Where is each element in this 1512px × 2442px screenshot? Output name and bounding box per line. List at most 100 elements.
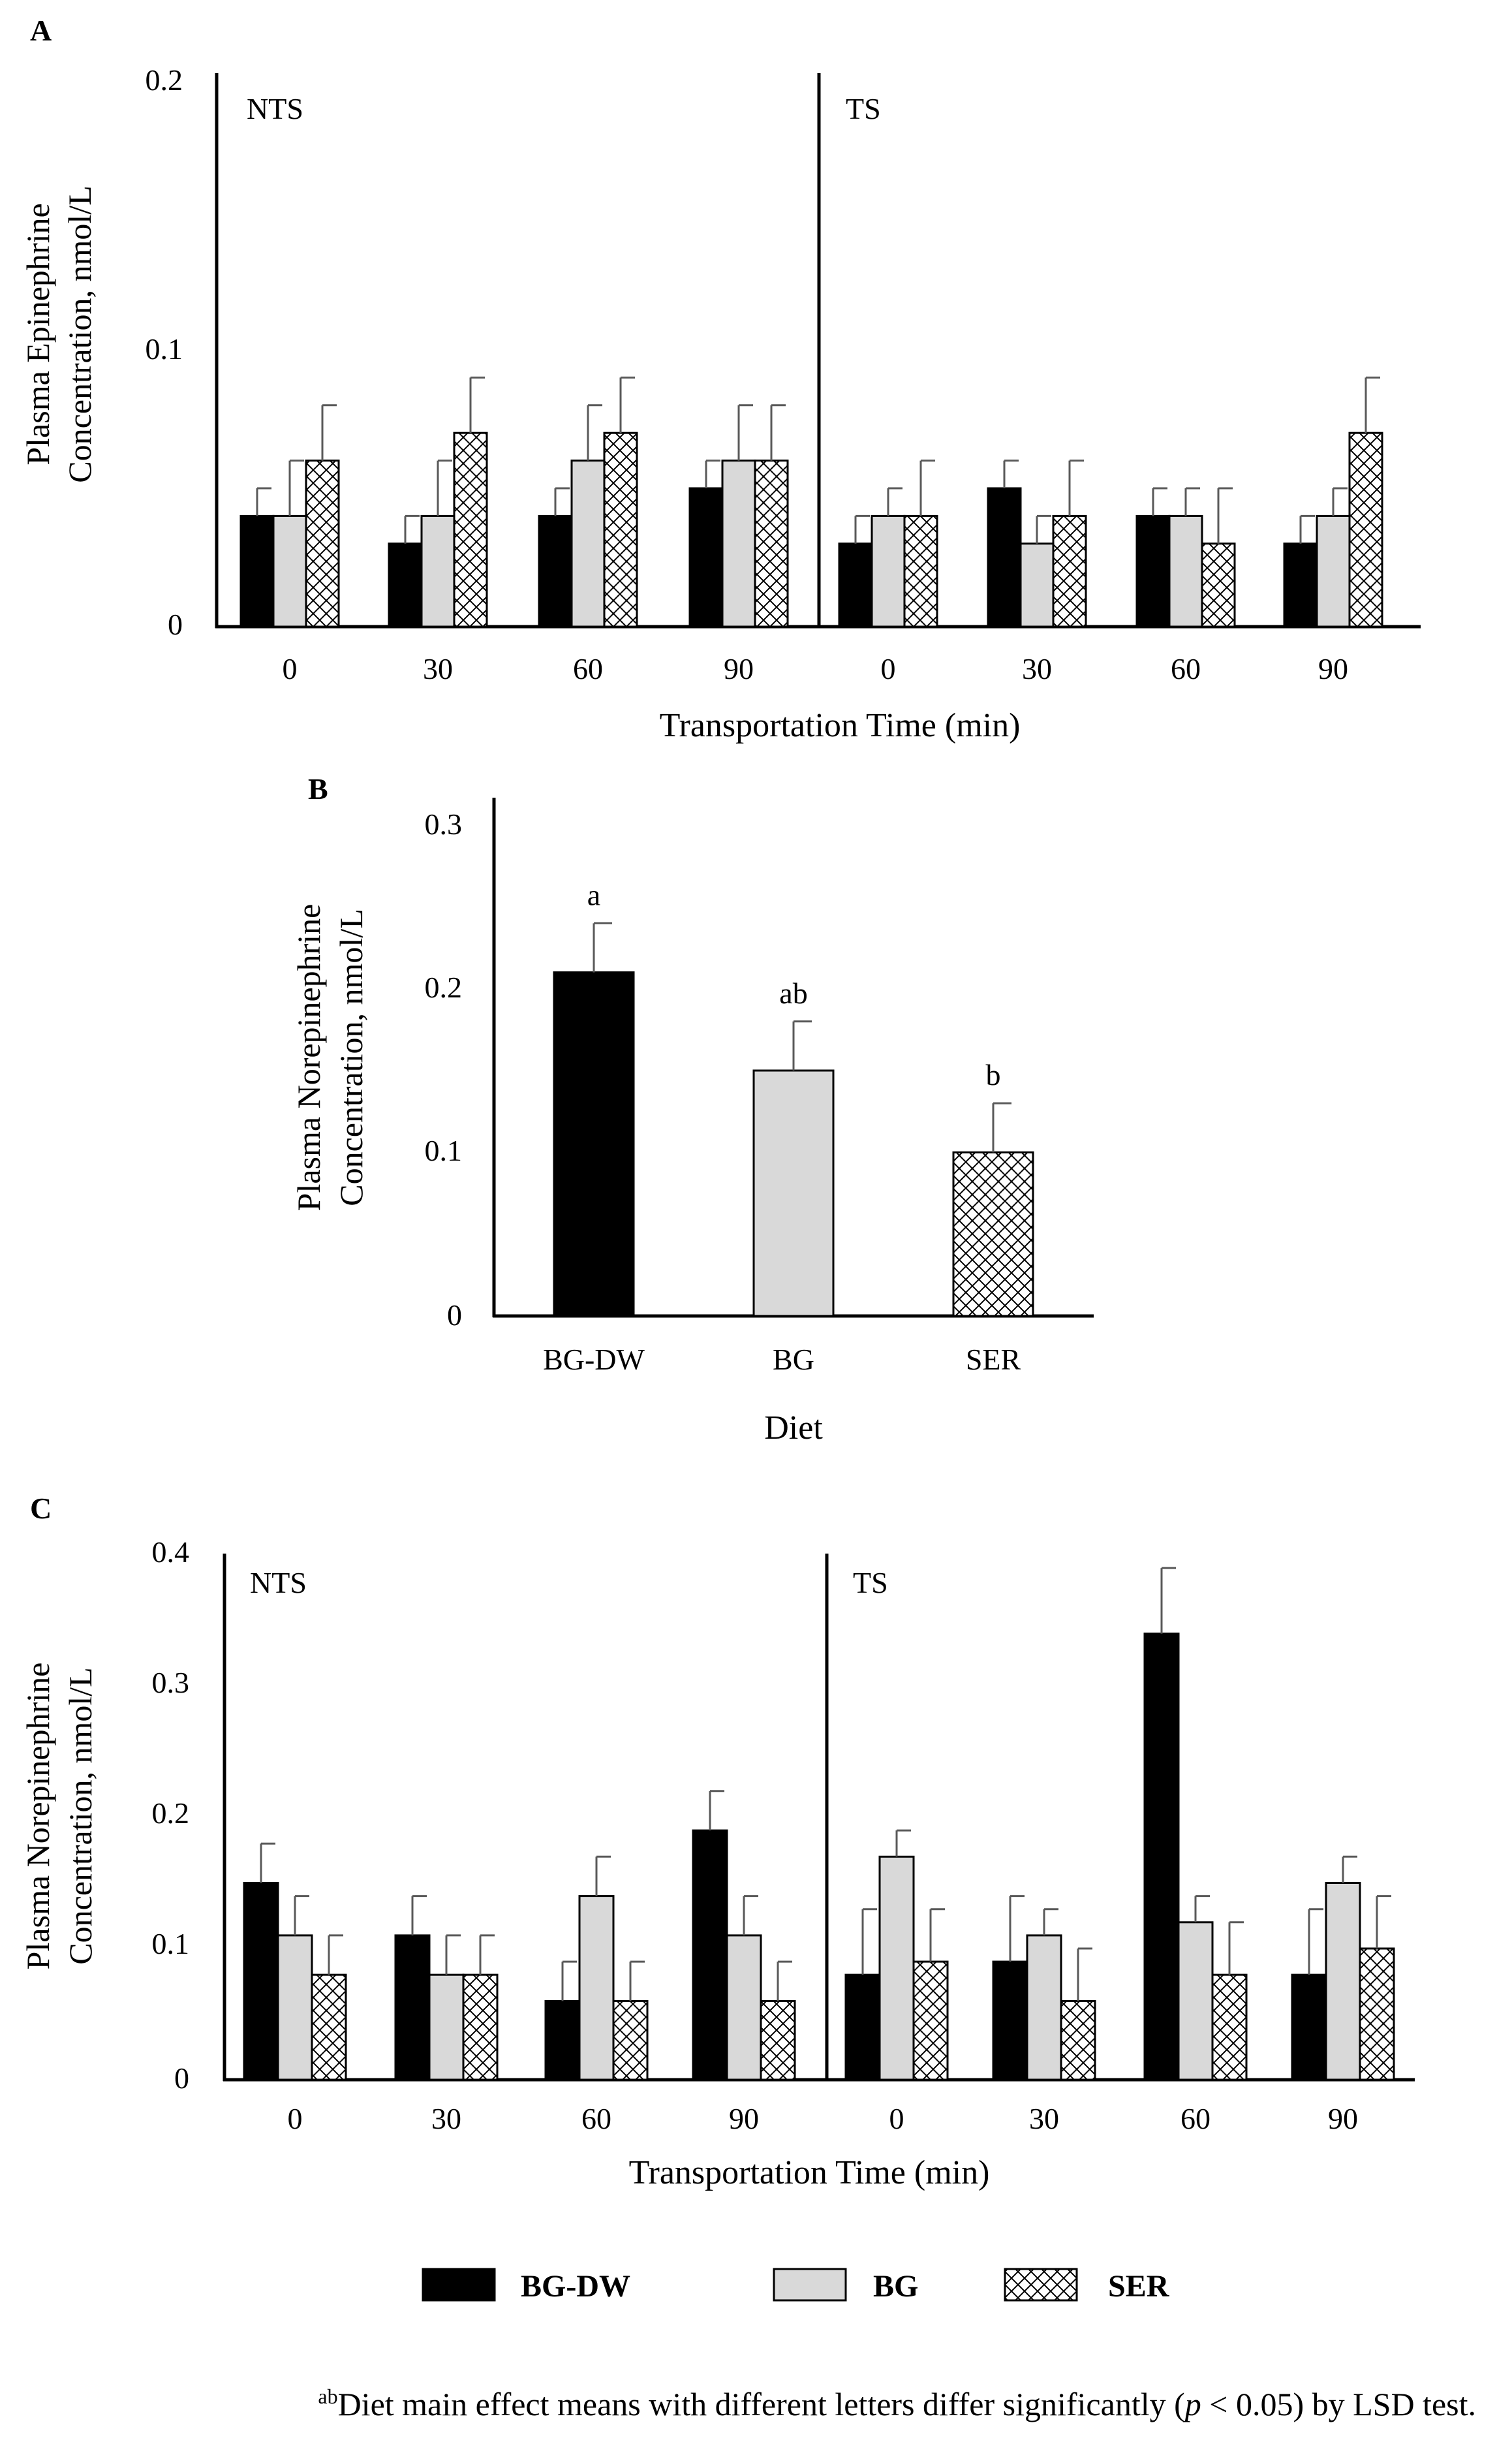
panel-b-ylabel-line2: Concentration, nmol/L xyxy=(333,909,369,1206)
panel-c-ytick-label: 0.3 xyxy=(152,1666,190,1699)
x-category-label-nts-90: 90 xyxy=(724,652,754,685)
bar-ts-90-bg xyxy=(1325,1882,1361,2081)
legend-label-bg: BG xyxy=(873,2269,918,2304)
panel-b-bars: a BG-DW ab BG b SER xyxy=(543,878,1034,1376)
bar-nts-30-bg xyxy=(420,514,455,628)
legend-label-bg-dw: BG-DW xyxy=(521,2269,630,2304)
footnote-text-before: Diet main effect means with different le… xyxy=(338,2386,1185,2422)
footnote-italic-p: p xyxy=(1183,2386,1201,2422)
panel-a-group-label-ts: TS xyxy=(846,92,881,125)
panel-c-ytick-label: 0.1 xyxy=(152,1927,190,1960)
bar-ts-90-bg xyxy=(1316,514,1351,628)
panel-a-xlabel: Transportation Time (min) xyxy=(660,707,1021,744)
bar-ts-60-ser xyxy=(1201,542,1236,628)
x-category-label-bg: BG xyxy=(773,1343,814,1376)
panel-c-ylabel-line1: Plasma Norepinephrine xyxy=(20,1663,56,1970)
panel-b-letter: B xyxy=(308,772,328,806)
panel-a-ytick-label: 0 xyxy=(168,608,183,641)
bar-nts-60-ser xyxy=(612,1999,649,2081)
bar-nts-0-bg xyxy=(277,1934,313,2081)
bar-nts-30-bg-dw xyxy=(394,1934,431,2081)
bar-ts-0-ser xyxy=(903,514,938,628)
bar-nts-0-bg-dw xyxy=(243,1882,279,2081)
significance-letter-ser: b xyxy=(986,1058,1001,1091)
bar-ts-0-bg xyxy=(878,1855,915,2081)
bar-ts-0-bg-dw xyxy=(844,1973,881,2081)
panel-c-ylabel-line2: Concentration, nmol/L xyxy=(62,1667,99,1964)
bar-ts-0-ser xyxy=(912,1960,949,2081)
panel-c-ytick-label: 0.2 xyxy=(152,1796,190,1830)
bar-ts-30-bg xyxy=(1019,542,1055,628)
legend: BG-DW BG SER xyxy=(422,2268,1170,2304)
panel-a-chart: A NTS TS 0.2 0.1 0 Plasma Epinephrine Co… xyxy=(20,14,1421,744)
panel-b-ytick-label: 0.3 xyxy=(425,807,463,841)
significance-letter-bg: ab xyxy=(779,977,807,1010)
bar-nts-0-bg-dw xyxy=(239,514,275,628)
bar-nts-0-ser xyxy=(305,460,340,628)
bar-ts-60-ser xyxy=(1211,1973,1248,2081)
legend-swatch-bg-dw xyxy=(422,2268,496,2302)
x-category-label-bg-dw: BG-DW xyxy=(543,1343,645,1376)
footnote: abDiet main effect means with different … xyxy=(318,2385,1476,2422)
bar-ts-0-bg xyxy=(871,514,906,628)
bar-ts-30-bg xyxy=(1026,1934,1062,2081)
bar-nts-60-bg xyxy=(578,1895,615,2081)
bar-nts-60-ser xyxy=(603,431,638,628)
panel-c-ytick-label: 0.4 xyxy=(152,1535,190,1569)
bar-ts-60-bg-dw xyxy=(1135,514,1171,628)
x-category-label-ts-60: 60 xyxy=(1180,2102,1211,2135)
x-category-label-nts-90: 90 xyxy=(729,2102,759,2135)
bar-nts-30-ser xyxy=(462,1973,499,2081)
legend-swatch-bg xyxy=(773,2268,847,2302)
x-category-label-ts-0: 0 xyxy=(881,652,896,685)
bar-ts-90-bg-dw xyxy=(1283,542,1318,628)
legend-label-ser: SER xyxy=(1108,2269,1170,2304)
panel-c-xlabel: Transportation Time (min) xyxy=(629,2154,990,2191)
panel-b-xlabel: Diet xyxy=(764,1409,823,1447)
bar-nts-60-bg-dw xyxy=(544,1999,581,2081)
bar-ts-90-ser xyxy=(1359,1947,1395,2081)
x-category-label-nts-0: 0 xyxy=(288,2102,303,2135)
bar-nts-90-bg-dw xyxy=(692,1829,728,2081)
panel-a-ylabel-line1: Plasma Epinephrine xyxy=(20,203,56,465)
panel-c-letter: C xyxy=(30,1492,52,1525)
bar-ts-60-bg-dw xyxy=(1143,1633,1180,2081)
panel-a-ytick-label: 0.2 xyxy=(146,63,183,97)
x-category-label-ts-60: 60 xyxy=(1171,652,1201,685)
bar-nts-30-ser xyxy=(453,431,488,628)
bar-nts-60-bg xyxy=(570,460,606,628)
bar-ts-90-bg-dw xyxy=(1291,1973,1327,2081)
bar-nts-90-ser xyxy=(754,460,789,628)
bar-ts-90-ser xyxy=(1348,431,1383,628)
panel-a-ylabel-line2: Concentration, nmol/L xyxy=(61,185,98,482)
x-category-label-nts-30: 30 xyxy=(423,652,453,685)
panel-b-ytick-label: 0 xyxy=(447,1298,462,1332)
panel-a-letter: A xyxy=(30,14,52,47)
bar-nts-90-ser xyxy=(760,1999,796,2081)
x-category-label-nts-60: 60 xyxy=(573,652,603,685)
bar-ser xyxy=(952,1151,1034,1317)
bar-nts-0-ser xyxy=(311,1973,347,2081)
bar-nts-30-bg-dw xyxy=(388,542,423,628)
bar-nts-90-bg xyxy=(726,1934,762,2081)
panel-b-ylabel-line1: Plasma Norepinephrine xyxy=(290,904,327,1212)
bar-ts-30-bg-dw xyxy=(987,487,1022,628)
bar-ts-0-bg-dw xyxy=(838,542,873,628)
panel-a-ytick-label: 0.1 xyxy=(146,332,183,366)
bar-nts-30-bg xyxy=(428,1973,465,2081)
bar-ts-60-bg xyxy=(1177,1921,1214,2081)
x-category-label-ser: SER xyxy=(966,1343,1021,1376)
footnote-text-after: < 0.05) by LSD test. xyxy=(1201,2386,1476,2422)
x-category-label-ts-90: 90 xyxy=(1318,652,1348,685)
footnote-superscript: ab xyxy=(318,2385,337,2408)
panel-c-bars: 0 30 60 90 0 30 60 90 xyxy=(243,1567,1395,2135)
bar-bg-dw xyxy=(553,971,635,1317)
x-category-label-ts-0: 0 xyxy=(889,2102,904,2135)
panel-c-chart: C NTS TS 0.4 0.3 0.2 0.1 0 Plasma Norepi… xyxy=(20,1492,1415,2191)
panel-b-chart: B 0.3 0.2 0.1 0 Plasma Norepinephrine Co… xyxy=(290,772,1094,1447)
legend-swatch-ser xyxy=(1004,2268,1078,2302)
bar-nts-90-bg-dw xyxy=(688,487,724,628)
x-category-label-nts-0: 0 xyxy=(283,652,298,685)
bar-ts-30-bg-dw xyxy=(992,1960,1028,2081)
panel-b-ytick-label: 0.1 xyxy=(425,1134,463,1167)
